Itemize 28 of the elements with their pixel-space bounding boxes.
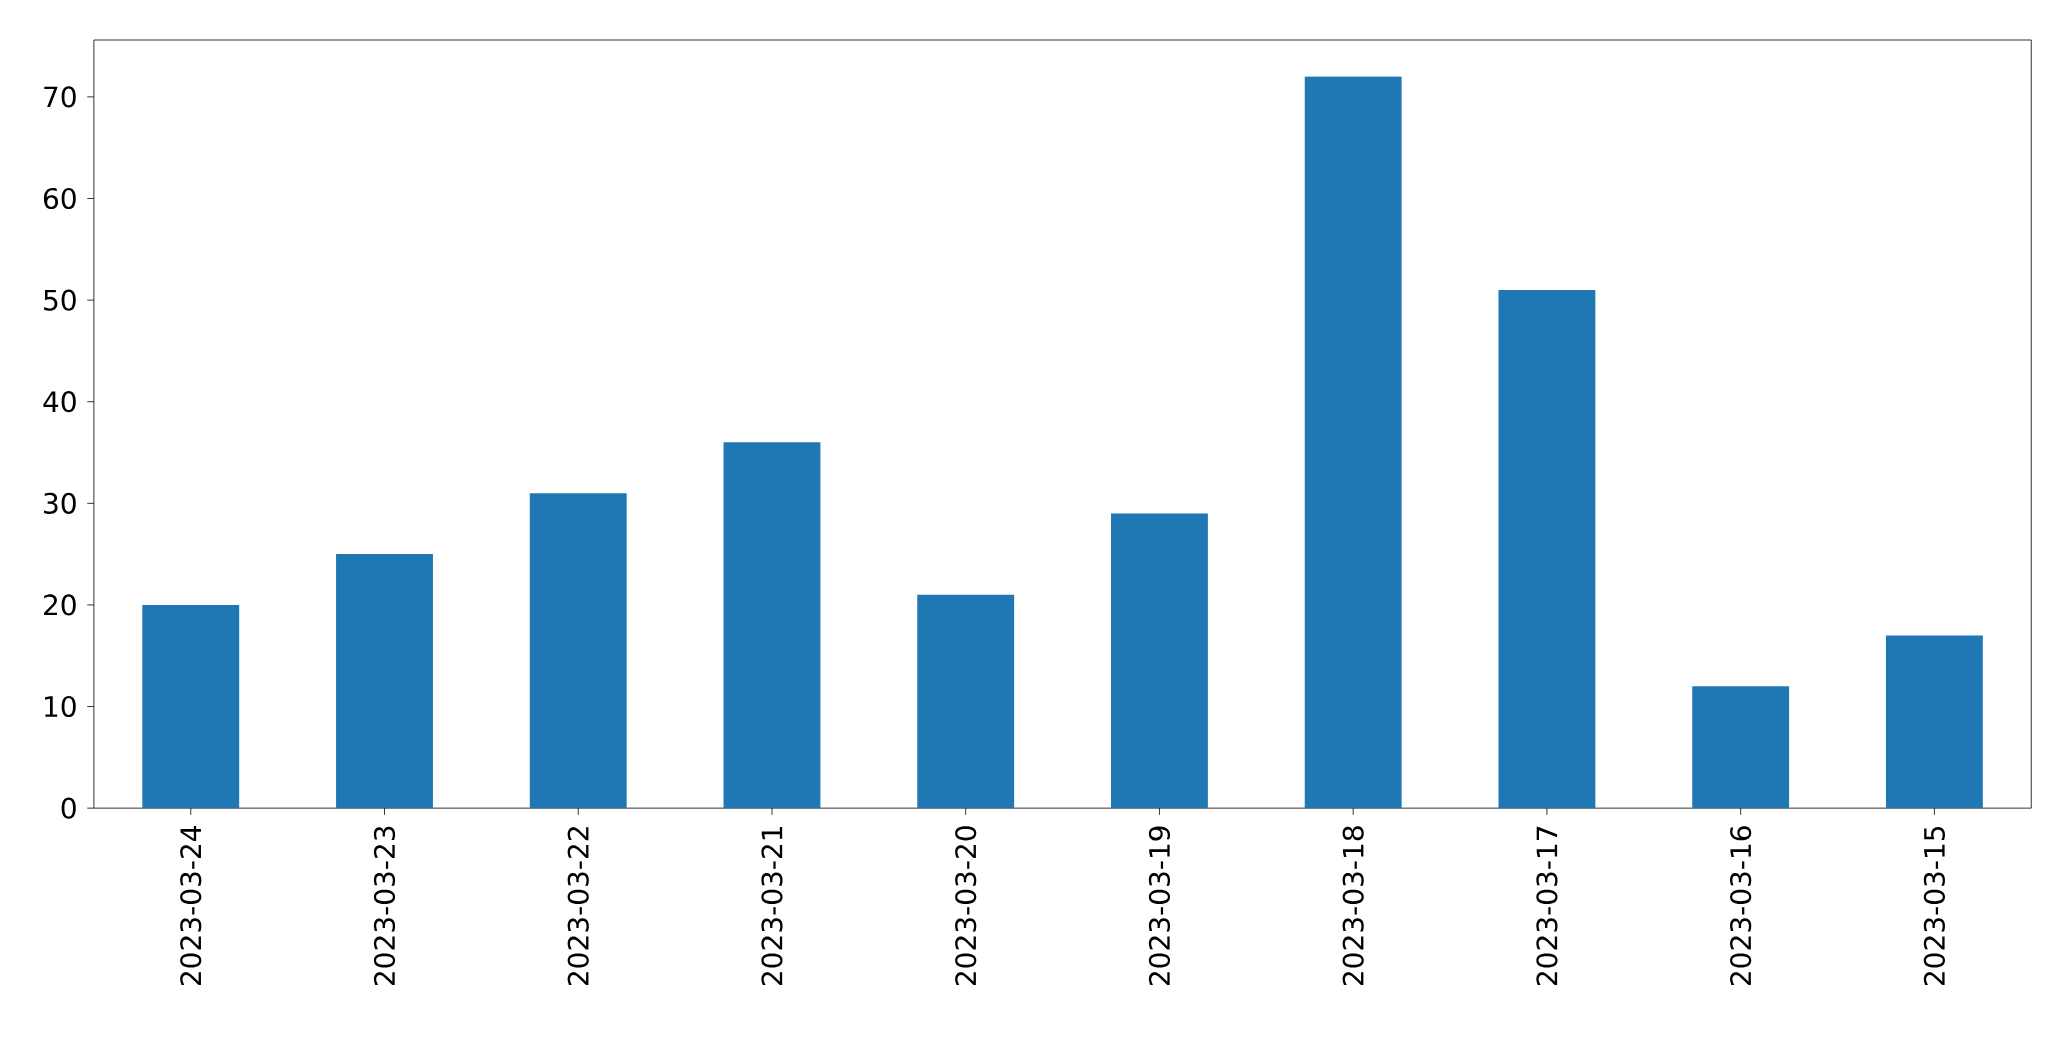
y-tick-label: 60 (43, 188, 76, 210)
x-tick-label: 2023-03-17 (1536, 827, 1558, 986)
x-tick-label: 2023-03-20 (955, 826, 977, 986)
bar (336, 554, 433, 809)
y-tick-label: 50 (44, 289, 76, 311)
y-tick-label: 10 (45, 696, 76, 718)
x-tick-label: 2023-03-16 (1730, 826, 1752, 986)
y-tick-label: 70 (44, 86, 76, 108)
x-tick-label: 2023-03-22 (567, 827, 589, 986)
bar (1111, 513, 1208, 809)
y-tick-label: 40 (43, 391, 76, 413)
bar (723, 442, 821, 809)
bar (142, 605, 240, 809)
x-tick-label: 2023-03-24 (180, 826, 202, 986)
y-tick-label: 20 (44, 594, 76, 616)
x-tick-label: 2023-03-15 (1923, 827, 1945, 986)
bar (1498, 290, 1596, 809)
x-tick-label: 2023-03-18 (1342, 826, 1364, 986)
bar (1692, 686, 1790, 809)
bar (1304, 76, 1402, 809)
y-tick-label: 0 (61, 797, 76, 819)
x-tick-label: 2023-03-23 (373, 826, 396, 986)
x-tick-label: 2023-03-19 (1148, 826, 1171, 986)
bar (1885, 635, 1983, 809)
y-tick-label: 30 (44, 492, 76, 515)
bar (917, 595, 1015, 809)
x-tick-label: 2023-03-21 (761, 827, 783, 986)
bar (529, 493, 627, 809)
